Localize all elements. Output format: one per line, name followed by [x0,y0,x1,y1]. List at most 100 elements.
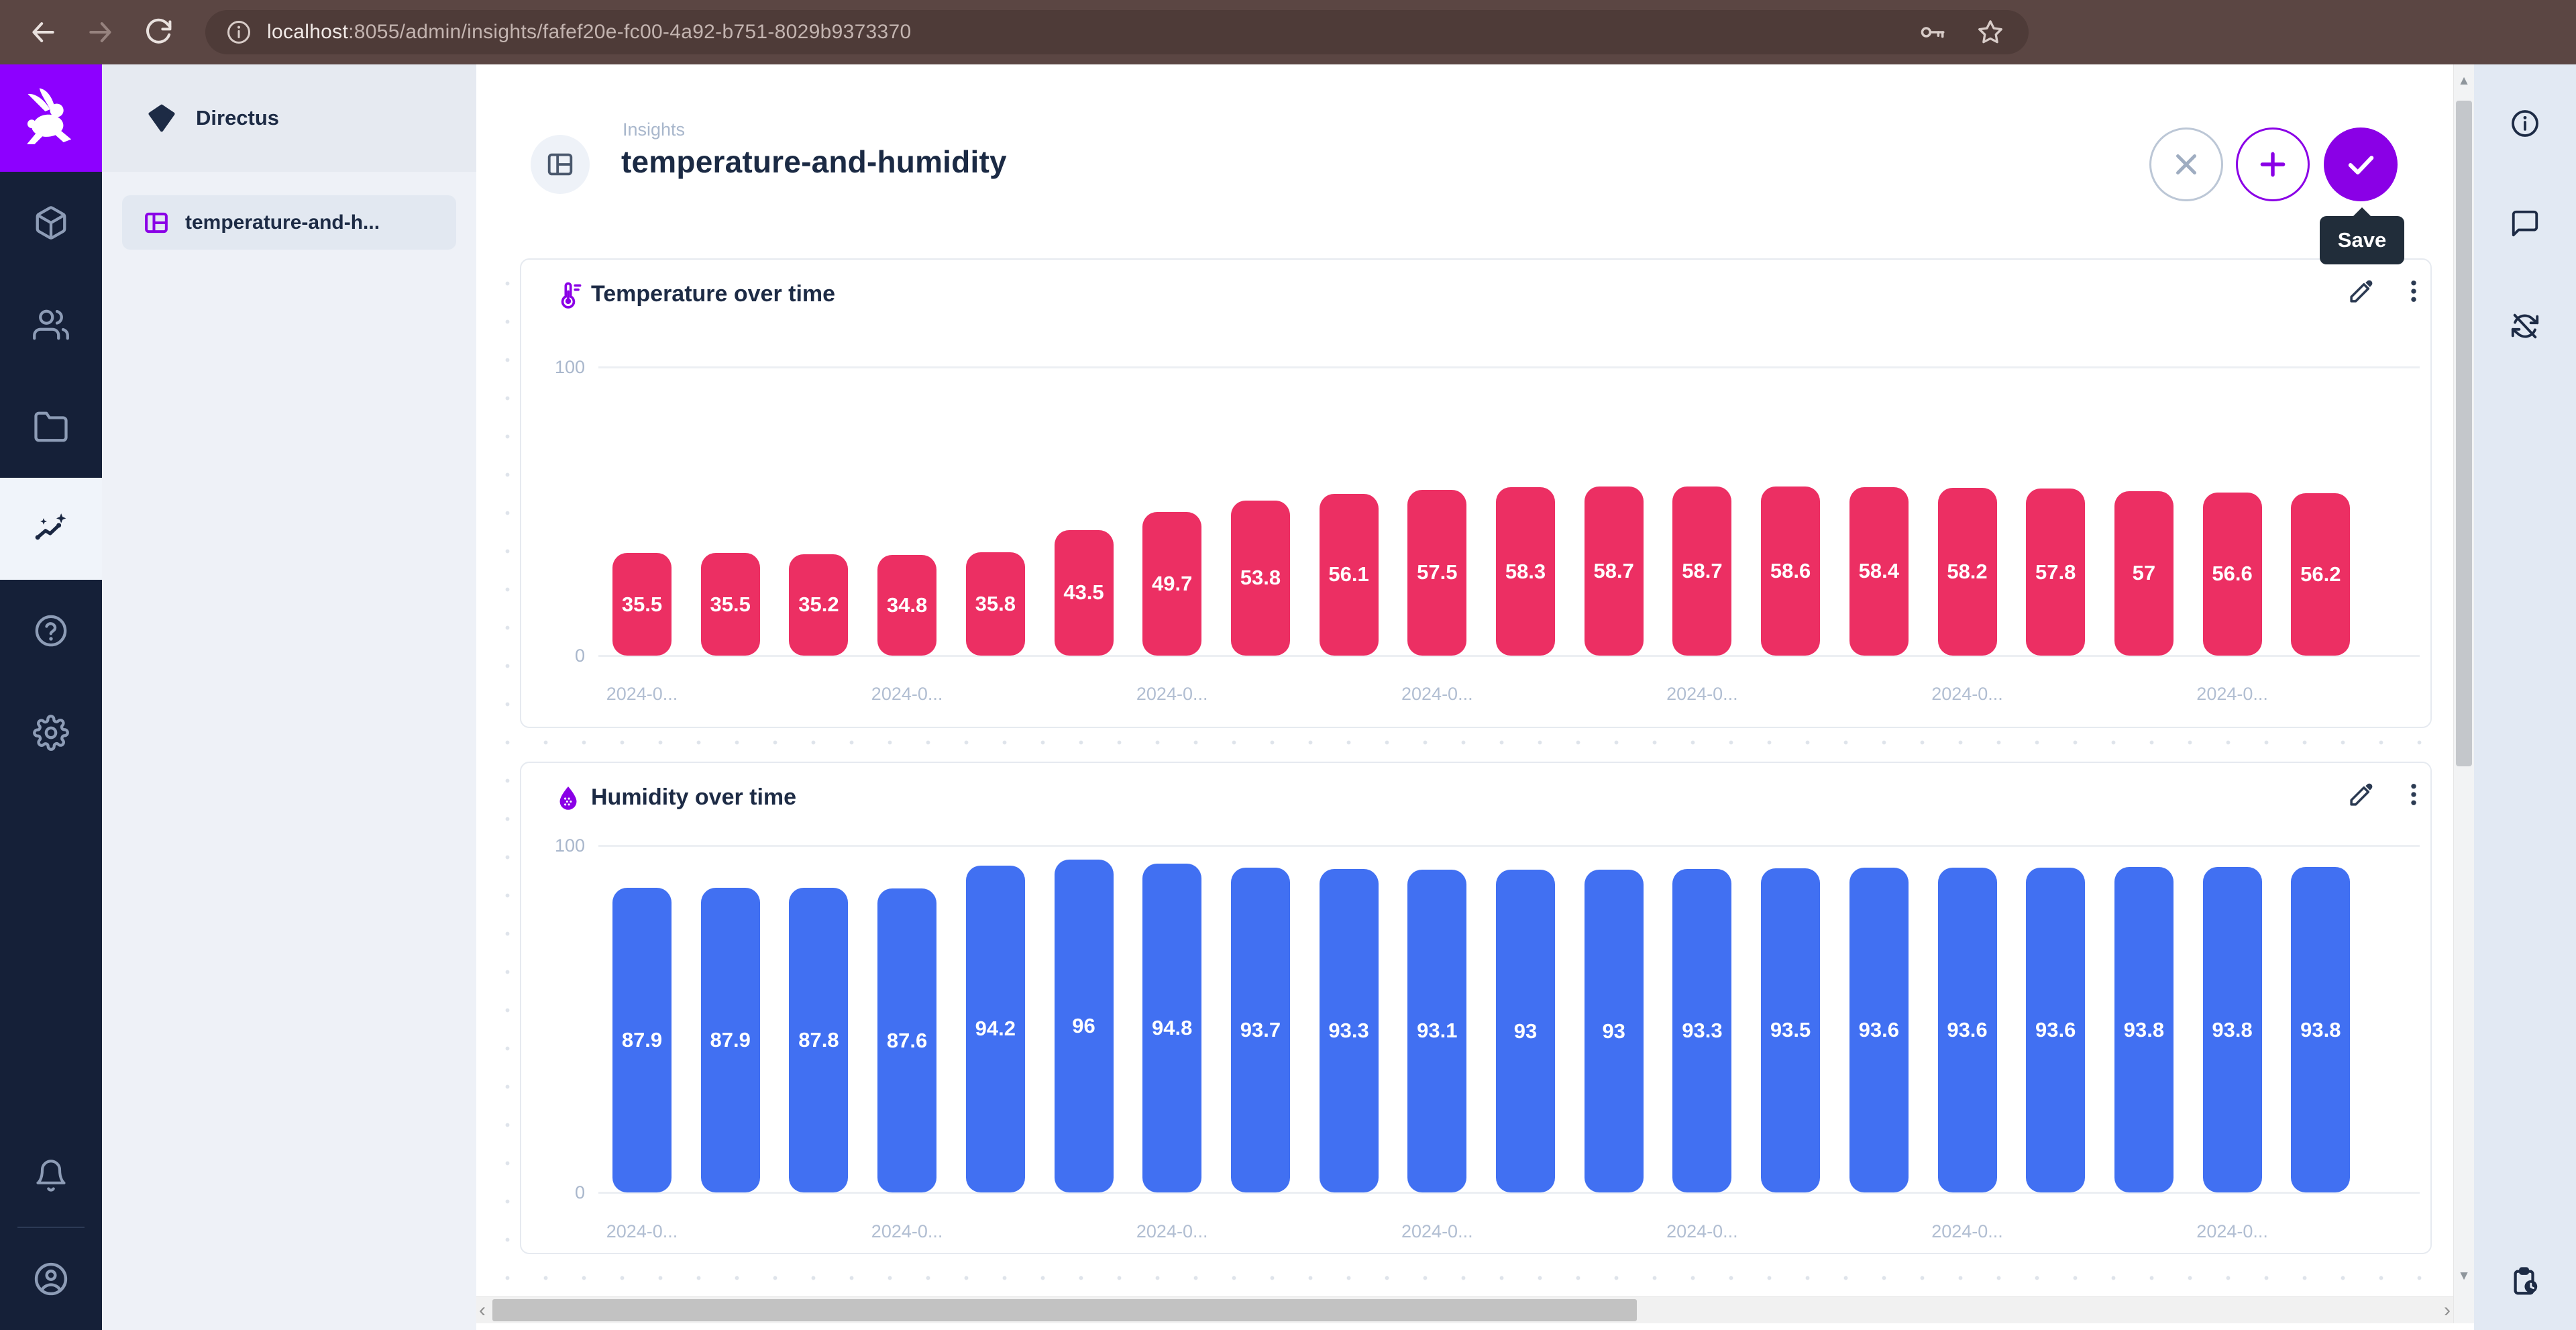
gridline [598,845,2420,847]
page-info-icon[interactable] [225,19,252,46]
bar: 57 [2114,491,2174,656]
bar-value-label: 87.9 [710,1027,751,1052]
bar: 35.5 [700,553,760,656]
bar-value-label: 93.5 [1770,1018,1811,1042]
vertical-scrollbar-thumb[interactable] [2456,101,2472,766]
dashboard-title-button[interactable] [531,135,590,194]
bar: 93.6 [1849,868,1909,1192]
panel-temperature[interactable]: Temperature over time 100 0 35.5 2024-0... 3… [520,258,2432,728]
bar: 58.2 [1937,487,1997,656]
bar-value-label: 93.8 [2212,1017,2253,1041]
browser-back-icon[interactable] [28,17,58,47]
bar: 57.5 [1407,489,1467,656]
cancel-button[interactable] [2149,127,2223,201]
module-insights[interactable] [0,478,102,580]
bar: 58.4 [1849,487,1909,656]
x-axis-tick-label: 2024-0... [1401,684,1473,704]
project-chooser[interactable]: Directus [102,64,476,172]
x-axis-tick-label: 2024-0... [1931,684,2003,704]
scroll-up-arrow[interactable]: ▲ [2457,74,2471,88]
bar-value-label: 56.2 [2300,562,2341,586]
bar: 96 [1054,859,1114,1192]
bar-value-label: 57.5 [1417,560,1458,584]
bar-value-label: 35.5 [621,592,663,616]
vertical-scrollbar[interactable]: ▲ ▼ [2453,64,2474,1323]
info-icon[interactable] [2510,108,2540,139]
save-tooltip: Save [2320,207,2404,264]
users-icon [33,309,69,340]
notifications-bell[interactable] [0,1125,102,1227]
bar-value-label: 93.7 [1240,1017,1281,1041]
edit-pencil-icon[interactable] [2347,780,2375,809]
bar-value-label: 58.7 [1682,558,1723,582]
bar-value-label: 93.8 [2123,1017,2165,1041]
comments-icon[interactable] [2510,208,2540,239]
bookmark-star-icon[interactable] [1976,18,2004,46]
bar: 93.1 [1407,869,1467,1192]
bar: 58.3 [1496,487,1555,656]
check-icon [2348,156,2374,174]
bar: 35.8 [965,552,1025,656]
browser-forward-icon[interactable] [86,17,115,47]
humidity-chart: 100 0 87.9 2024-0... 87.9 87.8 87.6 2024-0... 94… [521,763,2430,1253]
page-title: temperature-and-humidity [621,144,1007,179]
sidebar-item-label: temperature-and-h... [185,211,380,234]
x-axis-tick-label: 2024-0... [871,1221,943,1241]
bar: 93 [1496,870,1555,1192]
x-axis-tick-label: 2024-0... [606,684,678,704]
url-bar[interactable]: localhost:8055/admin/insights/fafef20e-f… [205,10,2029,54]
bar: 94.8 [1142,863,1202,1192]
bar: 43.5 [1054,529,1114,656]
bar: 93.6 [2026,868,2086,1192]
bar-value-label: 93.6 [2035,1018,2076,1042]
bar: 93.8 [2114,867,2174,1192]
module-content[interactable] [0,172,102,274]
x-axis-tick-label: 2024-0... [1401,1221,1473,1241]
bar-value-label: 34.8 [886,593,928,617]
cube-icon [36,206,66,240]
browser-toolbar: localhost:8055/admin/insights/fafef20e-f… [0,0,2576,64]
x-axis-tick-label: 2024-0... [1666,684,1738,704]
module-users[interactable] [0,274,102,376]
y-axis-tick-label: 0 [574,1182,585,1203]
bar-value-label: 58.4 [1858,559,1899,583]
dashboard-icon [145,212,168,233]
clipboard-clock-icon[interactable] [2510,1266,2540,1297]
add-panel-button[interactable] [2236,127,2310,201]
user-menu-avatar[interactable] [0,1228,102,1330]
y-axis-tick-label: 100 [554,357,585,377]
sidebar-item-dashboard[interactable]: temperature-and-h... [122,195,456,250]
bar-value-label: 35.2 [798,593,839,617]
module-help[interactable] [0,580,102,682]
scroll-left-arrow[interactable]: ‹ [479,1299,486,1321]
password-key-icon[interactable] [1919,18,1947,46]
dashboard-icon [547,153,573,176]
horizontal-scrollbar[interactable]: ‹ › [476,1296,2453,1323]
module-settings[interactable] [0,682,102,784]
folder-icon [34,411,68,442]
auto-refresh-off-icon[interactable] [2510,311,2540,342]
module-bar [0,64,102,1330]
bar-value-label: 96 [1072,1013,1095,1037]
horizontal-scrollbar-thumb[interactable] [492,1299,1637,1321]
gridline [598,1192,2420,1194]
bar: 58.6 [1761,487,1821,656]
bar: 56.6 [2202,492,2262,656]
bar-value-label: 93 [1513,1019,1538,1043]
kebab-menu-icon[interactable] [2400,780,2428,809]
close-icon [2176,154,2196,174]
browser-refresh-icon[interactable] [144,17,173,47]
scroll-right-arrow[interactable]: › [2444,1299,2451,1321]
module-files[interactable] [0,376,102,478]
save-button[interactable] [2324,127,2398,201]
edit-pencil-icon[interactable] [2347,277,2375,305]
scroll-down-arrow[interactable]: ▼ [2457,1269,2471,1283]
module-bar-divider [17,1227,85,1228]
x-axis-tick-label: 2024-0... [2196,1221,2268,1241]
panel-humidity[interactable]: Humidity over time 100 0 87.9 2024-0... 87.9… [520,762,2432,1254]
directus-logo[interactable] [0,64,102,172]
bar: 56.1 [1319,493,1379,656]
kebab-menu-icon[interactable] [2400,277,2428,305]
bar-value-label: 93.6 [1947,1018,1988,1042]
